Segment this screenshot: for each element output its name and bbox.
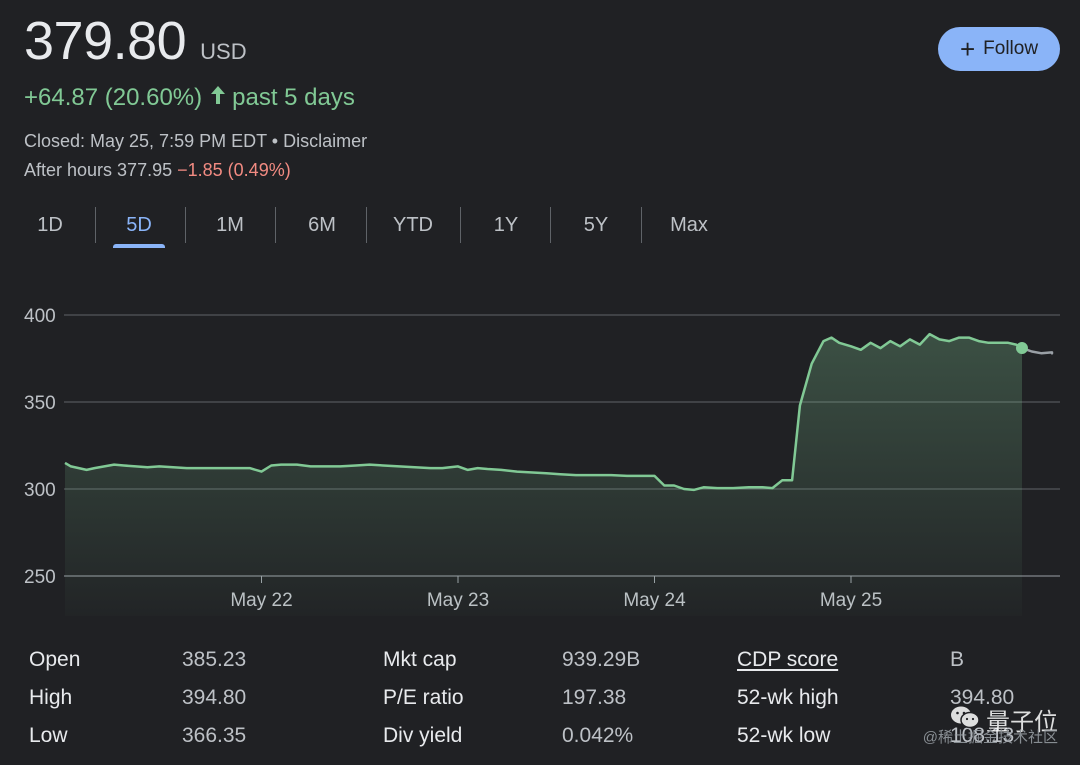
price-line bbox=[64, 332, 1023, 492]
stat-label: High bbox=[29, 686, 73, 709]
stat-value: 394.80 bbox=[182, 686, 247, 709]
price-change: +64.87 (20.60%) bbox=[24, 84, 203, 111]
watermark-brand: 量子位 bbox=[986, 709, 1058, 736]
after-hours-change: −1.85 (0.49%) bbox=[177, 160, 291, 180]
stat-label: Mkt cap bbox=[383, 648, 457, 671]
after-hours-info: After hours 377.95 −1.85 (0.49%) bbox=[24, 160, 291, 181]
stat-value: 385.23 bbox=[182, 648, 247, 671]
stat-value: 0.042% bbox=[562, 724, 634, 747]
y-tick-label: 400 bbox=[24, 306, 56, 327]
stat-label: 52-wk low bbox=[737, 724, 831, 747]
stat-label: P/E ratio bbox=[383, 686, 464, 709]
quote-header: 379.80 USD bbox=[24, 10, 247, 72]
stat-value: 394.80 bbox=[950, 686, 1015, 709]
stat-label: Open bbox=[29, 648, 81, 671]
follow-label: Follow bbox=[983, 38, 1039, 59]
y-tick-label: 350 bbox=[24, 393, 56, 414]
tab-1y[interactable]: 1Y bbox=[493, 213, 519, 236]
tab-6m[interactable]: 6M bbox=[308, 213, 336, 236]
time-range-tabs: 1D 5D 1M 6M YTD 1Y 5Y Max bbox=[0, 205, 740, 248]
price-change-row: +64.87 (20.60%) past 5 days bbox=[24, 84, 355, 112]
tab-1m[interactable]: 1M bbox=[216, 213, 244, 236]
price-area-fill bbox=[65, 334, 1022, 616]
arrow-up-icon bbox=[210, 84, 226, 112]
wechat-icon bbox=[950, 705, 980, 734]
stat-value: B bbox=[950, 648, 965, 671]
stat-value: 108.13 bbox=[950, 724, 1015, 747]
y-tick-label: 250 bbox=[24, 567, 56, 588]
closed-info[interactable]: Closed: May 25, 7:59 PM EDT • Disclaimer bbox=[24, 131, 368, 151]
tab-max[interactable]: Max bbox=[670, 213, 708, 236]
after-hours-line bbox=[1021, 346, 1054, 355]
current-price: 379.80 bbox=[24, 11, 187, 71]
y-tick-label: 300 bbox=[24, 480, 56, 501]
change-period: past 5 days bbox=[232, 84, 355, 111]
stat-value: 939.29B bbox=[562, 648, 641, 671]
tab-divider bbox=[275, 207, 276, 243]
tab-5y[interactable]: 5Y bbox=[583, 213, 609, 236]
follow-button[interactable]: + Follow bbox=[938, 27, 1060, 71]
plus-icon: + bbox=[959, 34, 976, 64]
stat-label: Div yield bbox=[383, 724, 463, 747]
stat-value: 197.38 bbox=[562, 686, 627, 709]
cdp-score-link[interactable]: CDP score bbox=[737, 648, 839, 671]
stat-label: 52-wk high bbox=[737, 686, 839, 709]
tab-divider bbox=[460, 207, 461, 243]
tab-divider bbox=[641, 207, 642, 243]
after-hours-label: After hours 377.95 bbox=[24, 160, 173, 180]
stat-value: 366.35 bbox=[182, 724, 247, 747]
watermark: 量子位 @稀土掘金技术社区 bbox=[923, 702, 1058, 746]
current-price-dot bbox=[1015, 342, 1028, 355]
currency-label: USD bbox=[200, 39, 247, 64]
tab-divider bbox=[366, 207, 367, 243]
tab-ytd[interactable]: YTD bbox=[393, 213, 433, 236]
tab-divider bbox=[550, 207, 551, 243]
tab-divider bbox=[95, 207, 96, 243]
tab-1d[interactable]: 1D bbox=[37, 213, 63, 236]
tab-divider bbox=[185, 207, 186, 243]
watermark-sub: @稀土掘金技术社区 bbox=[922, 729, 1058, 746]
stat-label: Low bbox=[29, 724, 68, 747]
tab-5d[interactable]: 5D bbox=[113, 205, 165, 248]
y-axis-labels: 400 350 300 250 bbox=[24, 306, 56, 588]
